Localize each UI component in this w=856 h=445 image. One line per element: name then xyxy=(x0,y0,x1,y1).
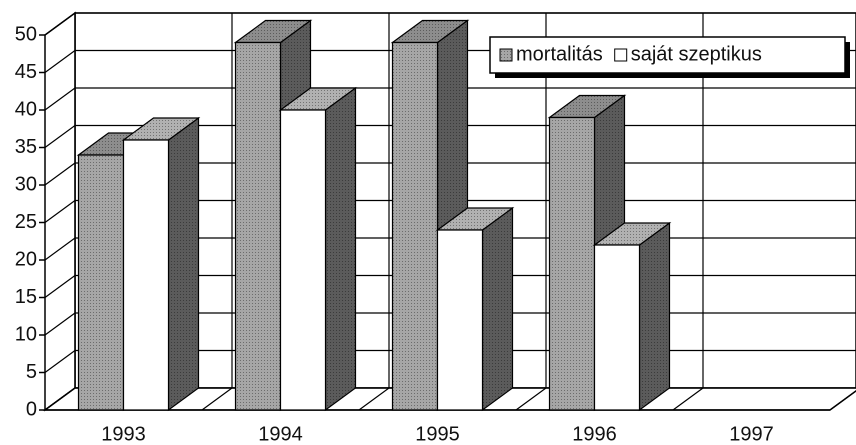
grid-line xyxy=(44,87,76,111)
bar-top-texture xyxy=(594,223,670,245)
bar xyxy=(435,206,515,412)
grid-line xyxy=(44,162,76,186)
x-tick-label: 1993 xyxy=(101,423,146,445)
grid-line xyxy=(44,350,76,373)
grid-line xyxy=(44,200,76,223)
bar-front xyxy=(122,139,170,411)
bar-front-texture xyxy=(392,42,438,410)
bar-top-texture xyxy=(280,88,356,110)
bar-top-texture xyxy=(235,20,311,43)
grid-line xyxy=(44,237,76,261)
bar-front-texture xyxy=(78,155,124,410)
x-tick-label: 1997 xyxy=(729,423,774,445)
bar-front xyxy=(279,109,327,411)
y-tick-label: 10 xyxy=(15,323,37,345)
y-tick-label: 15 xyxy=(15,286,37,308)
bar-top-texture xyxy=(437,208,513,230)
bar-side-texture xyxy=(482,208,513,410)
legend-swatch xyxy=(614,48,628,62)
y-tick-label: 50 xyxy=(15,23,37,45)
grid-line xyxy=(44,12,76,36)
bar-side-texture xyxy=(325,88,356,410)
x-tick-label: 1995 xyxy=(415,423,460,445)
bar-front xyxy=(436,229,484,411)
y-tick-label: 25 xyxy=(15,211,37,233)
legend xyxy=(489,36,846,74)
bar-top-texture xyxy=(549,95,625,118)
x-tick-label: 1994 xyxy=(258,423,303,445)
grid-line xyxy=(44,125,76,148)
floor-divider xyxy=(829,390,856,411)
legend-swatch-texture xyxy=(500,49,512,61)
legend-label: mortalitás xyxy=(516,43,603,65)
bar-front xyxy=(593,244,641,411)
y-tick-label: 5 xyxy=(26,361,37,383)
floor-divider xyxy=(515,387,547,411)
legend-label: saját szeptikus xyxy=(631,43,762,65)
grid-line xyxy=(44,275,76,298)
bar-front-texture xyxy=(235,42,281,410)
floor-divider xyxy=(201,387,233,411)
y-tick-label: 40 xyxy=(15,98,37,120)
bar-front-texture xyxy=(549,117,595,410)
bar-top-texture xyxy=(392,20,468,43)
y-tick-label: 45 xyxy=(15,61,37,83)
y-tick-label: 20 xyxy=(15,248,37,270)
y-tick-label: 35 xyxy=(15,136,37,158)
y-tick-label: 30 xyxy=(15,173,37,195)
floor-divider xyxy=(672,387,704,411)
grid-line xyxy=(44,50,76,73)
bar-top-texture xyxy=(123,118,199,140)
x-tick-label: 1996 xyxy=(572,423,617,445)
y-tick-label: 0 xyxy=(26,398,37,420)
floor-divider xyxy=(44,387,76,411)
bar-side-texture xyxy=(639,223,670,410)
bar xyxy=(592,221,672,412)
floor-divider xyxy=(358,387,390,411)
bar xyxy=(121,116,201,412)
bar xyxy=(278,86,358,412)
bar-side-texture xyxy=(168,118,199,410)
grid-line xyxy=(44,312,76,336)
